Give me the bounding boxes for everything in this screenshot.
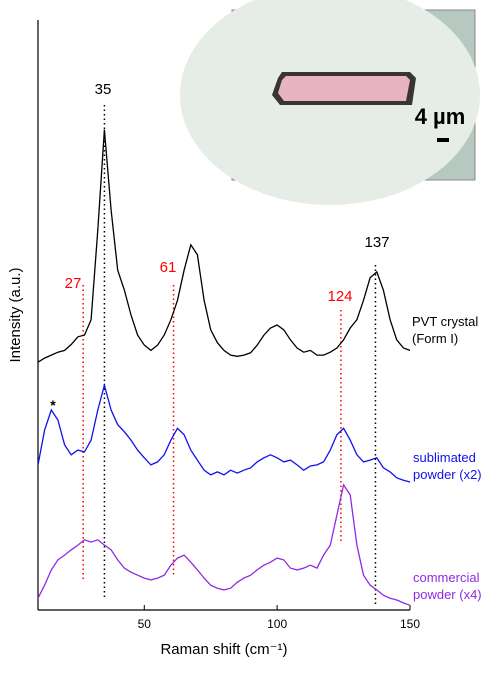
page: Raman shift (cm⁻¹) Intensity (a.u.) 4 µm… [0, 0, 493, 687]
peak-label: 137 [364, 234, 389, 251]
peak-label: 35 [95, 81, 112, 98]
peak-label: 124 [327, 288, 352, 305]
spectrum-line [38, 385, 410, 482]
legend-label: sublimated powder (x2) [413, 449, 493, 483]
x-tick-label: 50 [138, 617, 152, 631]
x-tick-label: 150 [400, 617, 420, 631]
x-axis-label: Raman shift (cm⁻¹) [160, 641, 287, 658]
legend-label: commercial powder (x4) [413, 569, 493, 603]
legend-label: PVT crystal (Form I) [412, 313, 493, 347]
peak-label: 27 [65, 275, 82, 292]
scale-bar [437, 138, 449, 142]
spectrum-line [38, 485, 410, 605]
y-axis-label: Intensity (a.u.) [7, 267, 24, 362]
peak-label: 61 [160, 259, 177, 276]
inset-label: 4 µm [415, 104, 466, 129]
inset-image: 4 µm [180, 0, 480, 205]
crystal [278, 76, 410, 101]
x-tick-label: 100 [267, 617, 287, 631]
